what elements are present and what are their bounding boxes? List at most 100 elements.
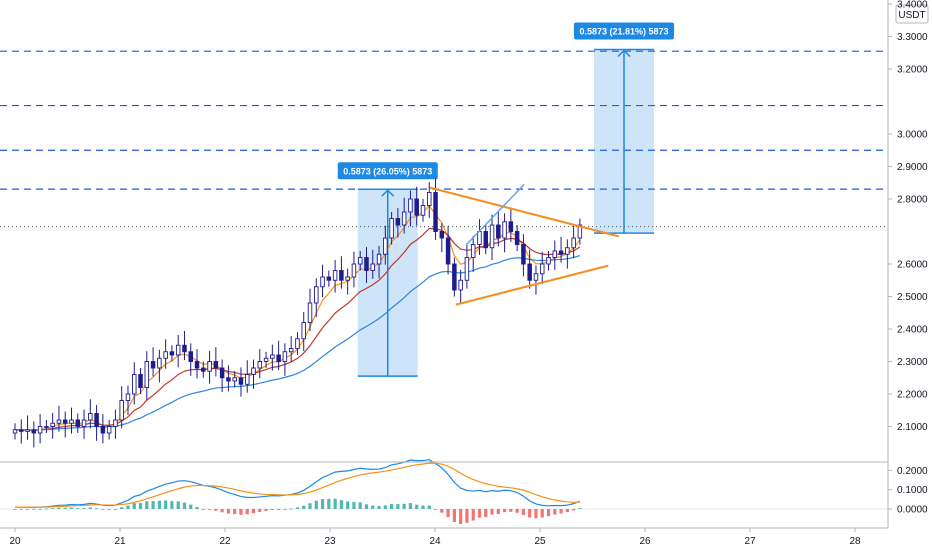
candle-body (332, 270, 338, 281)
price-tick-label: 2.1000 (897, 422, 928, 433)
candle-body (150, 361, 156, 369)
histogram-bar (189, 504, 193, 509)
candlesticks (12, 178, 583, 448)
candle-body (25, 429, 30, 432)
axis-ticks: 2.1000 2.2000 2.3000 2.4000 2.5000 2.6000 2.80… (9, 0, 928, 547)
histogram-bar (339, 500, 343, 509)
histogram-bar (302, 505, 306, 509)
histogram-bar (13, 509, 17, 510)
candle-body (307, 302, 313, 323)
candle-body (508, 221, 514, 232)
histogram-bar (433, 509, 438, 510)
candle-body (433, 192, 438, 232)
measure-badge (574, 22, 674, 40)
histogram-bar (327, 498, 331, 509)
candle-body (113, 419, 118, 427)
candle-body (132, 374, 137, 395)
histogram-bar (258, 509, 262, 513)
measure-label: 0.5873 (26.05%) 5873 (343, 166, 432, 176)
histogram-bar (396, 504, 400, 509)
candle-body (44, 426, 49, 428)
candle-body (370, 263, 376, 271)
histogram-bar (25, 509, 30, 510)
day-tick-label: 28 (849, 536, 861, 547)
candle-body (464, 257, 470, 281)
histogram-bar (521, 509, 526, 515)
histogram-bar (528, 509, 532, 518)
histogram-bar (126, 505, 130, 509)
price-tick-label: 2.4000 (897, 325, 928, 336)
candle-body (138, 374, 143, 388)
histogram-bar (452, 509, 456, 523)
horizontal-levels: 2.83032.95013.08753.25482.7148 (0, 43, 932, 235)
triangle-upper-line (429, 186, 619, 238)
histogram-bar (113, 509, 118, 510)
histogram-bar (402, 503, 406, 509)
day-tick-label: 26 (639, 536, 651, 547)
day-tick-label: 25 (534, 536, 546, 547)
histogram-bar (333, 498, 337, 509)
histogram-bar (390, 503, 394, 509)
candle-body (219, 367, 225, 379)
signal-line (14, 462, 580, 508)
histogram-bar (515, 509, 519, 513)
candle-body (81, 419, 87, 427)
histogram-bar (572, 509, 576, 511)
histogram-bar (245, 509, 249, 515)
histogram-bar (264, 509, 268, 511)
candle-body (351, 263, 357, 278)
measure-label: 0.5873 (21.81%) 5873 (579, 27, 668, 37)
day-tick-label: 22 (219, 536, 231, 547)
candle-body (357, 257, 363, 265)
candle-body (188, 351, 193, 362)
candle-body (565, 247, 570, 255)
candle-body (477, 231, 482, 245)
day-tick-label: 24 (429, 536, 441, 547)
moving-averages (14, 204, 581, 432)
histogram-bar (502, 509, 507, 513)
histogram-bar (565, 509, 569, 513)
candle-body (314, 286, 319, 304)
candle-body (427, 192, 432, 206)
histogram-bar (32, 509, 36, 510)
candle-body (169, 351, 175, 356)
measure-arrow-head (617, 49, 631, 58)
histogram-bar (107, 509, 111, 510)
ema-mid-line (14, 227, 581, 432)
histogram-bar (94, 508, 99, 510)
histogram-bar (251, 509, 256, 514)
price-tick-label: 2.5000 (897, 292, 928, 303)
histogram-bar (195, 506, 199, 509)
day-tick-label: 23 (324, 536, 336, 547)
histogram-bar (546, 509, 551, 517)
histogram-bar (408, 503, 413, 509)
histogram-bar (138, 503, 143, 509)
histogram-bar (57, 507, 61, 509)
candle-body (94, 413, 99, 427)
candle-body (546, 257, 551, 265)
price-tick-label: 2.6000 (897, 260, 928, 271)
macd-line (14, 459, 581, 509)
ema-fast-line (14, 204, 581, 432)
histogram-bar (421, 505, 425, 509)
currency-badge[interactable] (895, 4, 929, 24)
measure-arrow-head (381, 189, 395, 197)
candle-body (320, 276, 325, 288)
histogram-bar (346, 501, 350, 509)
histogram-bar (170, 501, 174, 509)
candle-body (288, 348, 294, 353)
histogram-bar (101, 509, 105, 510)
candle-body (558, 250, 564, 255)
histogram-bar (151, 501, 155, 509)
candle-body (339, 270, 344, 281)
candle-body (157, 357, 162, 369)
histogram-bar (38, 508, 42, 510)
day-tick-label: 21 (114, 536, 126, 547)
histogram-bar (364, 504, 369, 509)
candle-body (571, 237, 576, 249)
candle-body (414, 198, 419, 216)
histogram-bar (283, 509, 287, 510)
candle-body (489, 224, 495, 249)
histogram-bar (308, 503, 312, 509)
